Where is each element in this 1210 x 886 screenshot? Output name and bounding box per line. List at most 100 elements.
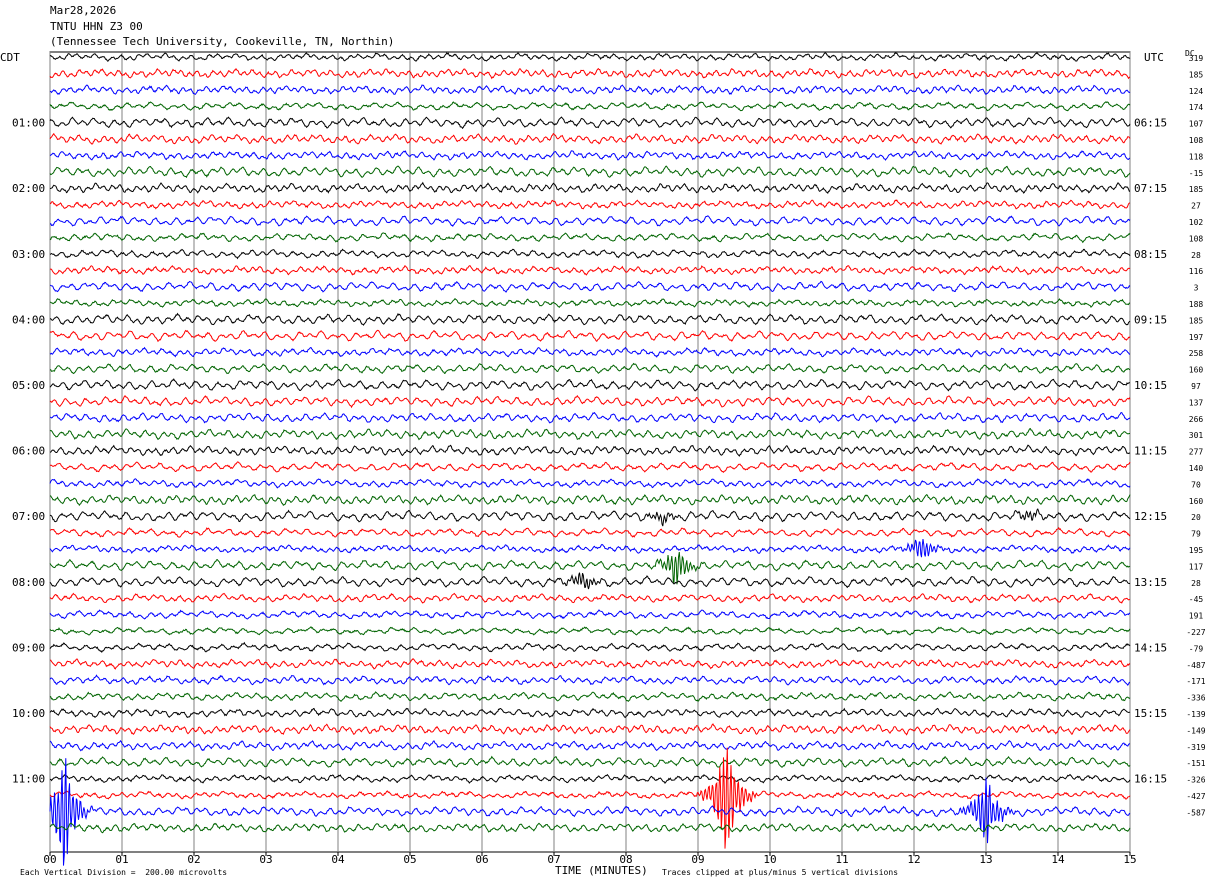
right-time-label: 16:15 [1134, 773, 1167, 786]
dc-offset-label: 137 [1189, 398, 1204, 407]
left-timezone-label: CDT [0, 51, 20, 64]
dc-offset-label: 28 [1191, 251, 1201, 260]
seismic-trace [49, 626, 1131, 636]
dc-header-label: DC [1185, 49, 1195, 58]
left-time-label: 04:00 [12, 313, 45, 326]
seismic-trace [49, 444, 1131, 457]
dc-offset-label: 108 [1189, 136, 1204, 145]
dc-offset-label: 118 [1189, 152, 1204, 161]
dc-offset-label: 28 [1191, 579, 1201, 588]
seismic-trace [49, 362, 1131, 375]
clip-note: Traces clipped at plus/minus 5 vertical … [662, 868, 899, 877]
seismic-trace [49, 539, 1131, 558]
seismic-trace [49, 478, 1131, 489]
dc-offset-label: -149 [1186, 726, 1205, 735]
dc-offset-label: -151 [1186, 759, 1205, 768]
seismic-trace [49, 461, 1131, 473]
right-timezone-label: UTC [1144, 51, 1164, 64]
seismic-trace [49, 132, 1131, 145]
x-tick-label: 02 [187, 853, 200, 866]
seismic-trace [49, 493, 1131, 507]
seismic-trace [49, 723, 1131, 736]
x-axis-title: TIME (MINUTES) [555, 864, 648, 877]
seismic-trace [49, 149, 1131, 161]
seismic-trace [49, 592, 1131, 604]
seismic-trace [49, 691, 1131, 703]
seismic-trace [49, 248, 1131, 260]
dc-offset-label: 174 [1189, 103, 1204, 112]
dc-offset-label: -319 [1186, 743, 1205, 752]
right-time-label: 11:15 [1134, 445, 1167, 458]
dc-offset-label: 79 [1191, 530, 1201, 539]
seismic-trace [49, 264, 1131, 276]
dc-offset-label: 116 [1189, 267, 1204, 276]
dc-offset-label: 258 [1189, 349, 1204, 358]
dc-offset-label: 70 [1191, 480, 1201, 489]
x-tick-label: 10 [763, 853, 776, 866]
seismic-trace [49, 280, 1131, 293]
seismic-trace [49, 609, 1130, 620]
dc-offset-label: -336 [1186, 694, 1205, 703]
x-tick-label: 06 [475, 853, 488, 866]
seismic-trace [49, 641, 1131, 654]
dc-offset-label: 319 [1189, 54, 1204, 63]
x-tick-label: 09 [691, 853, 704, 866]
x-tick-label: 08 [619, 853, 632, 866]
left-time-label: 09:00 [12, 641, 45, 654]
dc-offset-label: -15 [1189, 169, 1204, 178]
dc-offset-label: 185 [1189, 70, 1204, 79]
left-time-label: 06:00 [12, 445, 45, 458]
left-time-label: 02:00 [12, 182, 45, 195]
dc-offset-label: 124 [1189, 87, 1204, 96]
seismic-trace [49, 755, 1131, 768]
seismic-trace [49, 232, 1131, 244]
station-name: TNTU HHN Z3 00 [50, 20, 143, 33]
x-tick-label: 14 [1051, 853, 1065, 866]
dc-offset-label: 160 [1189, 366, 1204, 375]
x-tick-label: 03 [259, 853, 272, 866]
dc-offset-label: 188 [1189, 300, 1204, 309]
dc-offset-label: 185 [1189, 316, 1204, 325]
left-time-label: 08:00 [12, 576, 45, 589]
seismic-trace [49, 181, 1130, 194]
seismic-trace [49, 84, 1131, 96]
dc-offset-label: -587 [1186, 808, 1205, 817]
left-time-label: 10:00 [12, 707, 45, 720]
right-time-label: 07:15 [1134, 182, 1167, 195]
seismic-trace [49, 526, 1131, 538]
x-tick-label: 13 [979, 853, 992, 866]
seismic-trace [49, 199, 1131, 210]
dc-offset-label: 197 [1189, 333, 1204, 342]
seismic-trace [49, 508, 1131, 527]
seismic-trace [49, 312, 1131, 326]
x-tick-label: 01 [115, 853, 128, 866]
dc-offset-label: -487 [1186, 661, 1205, 670]
dc-offset-label: 191 [1189, 612, 1204, 621]
x-tick-label: 05 [403, 853, 416, 866]
right-time-label: 06:15 [1134, 117, 1167, 130]
left-time-label: 03:00 [12, 248, 45, 261]
dc-offset-label: -227 [1186, 628, 1205, 637]
dc-offset-label: 97 [1191, 382, 1201, 391]
dc-offset-label: 195 [1189, 546, 1204, 555]
seismic-trace [50, 215, 1131, 227]
vertical-scale-note: Each Vertical Division = 200.00 microvol… [20, 868, 228, 877]
dc-offset-label: -171 [1186, 677, 1205, 686]
right-time-label: 09:15 [1134, 313, 1167, 326]
x-tick-label: 00 [43, 853, 56, 866]
dc-offset-label: -79 [1189, 644, 1204, 653]
seismic-trace [49, 116, 1131, 130]
x-tick-label: 15 [1123, 853, 1136, 866]
right-time-label: 12:15 [1134, 510, 1167, 523]
seismic-trace [49, 394, 1131, 409]
seismic-trace [49, 101, 1131, 112]
dc-offset-label: 140 [1189, 464, 1204, 473]
plot-date: Mar28,2026 [50, 4, 117, 17]
dc-offset-label: -427 [1186, 792, 1205, 801]
seismic-trace [49, 747, 1131, 849]
dc-offset-label: -326 [1186, 776, 1205, 785]
x-tick-label: 11 [835, 853, 848, 866]
seismic-trace [49, 378, 1130, 392]
seismic-trace [49, 552, 1131, 585]
